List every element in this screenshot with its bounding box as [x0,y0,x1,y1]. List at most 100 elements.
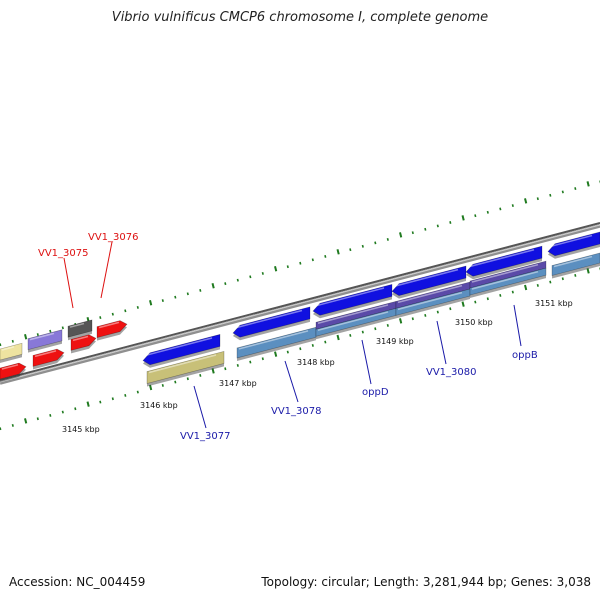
inner-tick [224,367,227,371]
inner-tick [111,397,114,401]
tick-label: 3145 kbp [62,425,100,434]
backbone-highlight [0,224,600,383]
outer-tick [249,275,252,279]
tick-label-group: 3145 kbp 3146 kbp 3147 kbp 3148 kbp 3149 kbp… [62,299,573,434]
gene-khaki-highlight [148,354,217,374]
genome-summary-text: Topology: circular; Length: 3,281,944 bp… [261,575,591,589]
gene-yellow-left [0,342,23,361]
outer-tick [211,283,215,289]
outer-tick [561,190,564,194]
inner-tick [186,377,189,381]
outer-tick [0,343,2,347]
outer-tick [186,292,189,296]
outer-tick [486,210,489,214]
gene-label: VV1_3076 [88,232,139,243]
gene-label-leader [436,320,447,365]
gene-vv1-3080-highlight [393,268,459,288]
chromosome-backbone [0,222,600,385]
outer-tick [24,333,28,340]
inner-tick [349,333,352,337]
inner-tick [411,317,414,321]
gene-label: VV1_3077 [180,431,231,442]
gene-red-4-highlight [98,321,120,329]
gene-label: VV1_3078 [271,406,322,417]
outer-tick [336,249,340,255]
outer-tick [261,271,264,275]
gene-gray [67,319,93,338]
inner-tick [311,343,314,347]
gene-steel-3-highlight [397,291,463,311]
inner-tick [161,383,164,387]
gene-steel-4-highlight [471,270,539,290]
gene-lavender-highlight [29,332,55,341]
outer-tick [386,238,389,241]
outer-tick [511,204,514,207]
gene-steel-1-highlight [238,330,309,350]
outer-tick [149,300,153,306]
outer-tick [499,207,502,211]
gene-vv1-3077 [142,334,221,366]
gene-red-3-highlight [72,335,89,342]
gene-label: VV1_3080 [426,367,477,378]
inner-tick [336,334,340,341]
inner-tick [274,351,278,357]
outer-tick [124,309,127,313]
outer-tick [99,316,102,320]
gene-red-2 [32,348,65,367]
inner-tick [286,350,289,354]
gene-red-3 [70,334,97,351]
inner-tick [449,307,452,311]
accession-text: Accession: NC_004459 [9,575,146,589]
gene-vv1-3078 [232,306,311,338]
outer-tick [474,214,477,218]
outer-tick [399,232,403,238]
gene-red-1 [0,362,27,380]
outer-tick [136,305,139,309]
gene-steel-3 [395,288,471,316]
outer-tick [349,248,352,252]
inner-tick [236,363,239,367]
gene-gray-highlight [69,322,85,328]
outer-tick [549,193,552,197]
backbone-line [0,224,600,385]
outer-tick [236,278,239,282]
gene-features [0,231,600,387]
tick-label: 3148 kbp [297,358,335,367]
inner-tick [124,393,127,397]
gene-oppd [312,284,393,316]
inner-tick [86,401,90,407]
gene-label-leader [63,257,74,309]
inner-tick [424,313,427,317]
gene-yellow-left-highlight [1,346,15,351]
outer-tick [161,299,164,303]
gene-khaki [146,350,225,384]
outer-tick [49,329,52,333]
gene-vv1-3078-highlight [234,309,303,329]
inner-tick [499,293,502,297]
inner-tick [61,410,64,414]
gene-oppb-highlight [467,249,535,268]
inner-tick [536,283,539,287]
inner-tick [174,380,177,384]
outer-tick [436,224,439,228]
outer-tick [374,241,377,245]
outer-tick [174,295,177,299]
tick-label: 3146 kbp [140,401,178,410]
gene-label-leader [361,339,372,385]
inner-tick [524,284,528,291]
outer-tick [411,231,414,235]
gene-purple-3-highlight [471,263,539,283]
tick-label: 3149 kbp [376,337,414,346]
outer-tick [324,255,327,258]
gene-label-leader [284,360,299,403]
gene-right-edge-highlight [549,234,593,248]
gene-label-leader [193,385,207,429]
tick-label: 3151 kbp [535,299,573,308]
inner-tick [436,310,439,314]
outer-tick [61,326,64,330]
gene-label: oppB [512,350,538,361]
gene-label-leader [513,304,522,347]
gene-lavender [27,329,63,351]
tick-label: 3150 kbp [455,318,493,327]
inner-tick [199,373,202,377]
